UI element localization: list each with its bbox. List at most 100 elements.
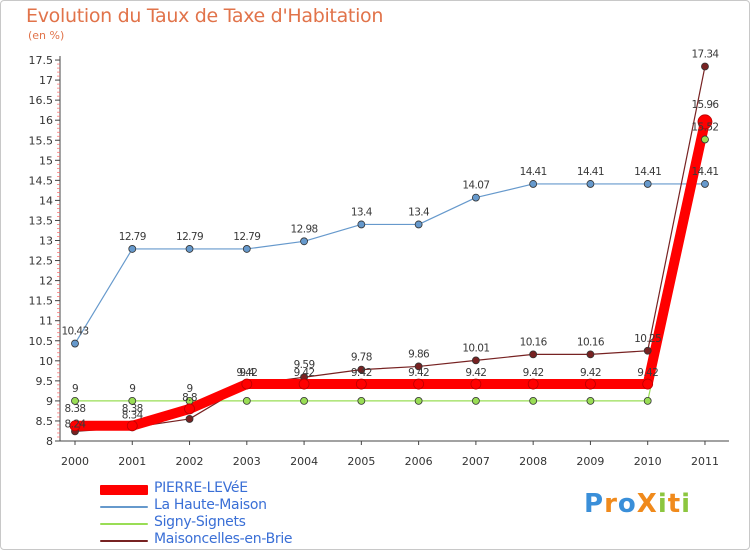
data-label-pierre-levee: 9.42 [408, 367, 429, 379]
data-label-pierre-levee: 9.42 [294, 367, 315, 379]
data-label-maisoncelles-en-brie: 10.16 [520, 336, 548, 348]
data-point-maisoncelles-en-brie [701, 62, 709, 71]
x-tick-label: 2000 [61, 455, 89, 468]
logo-letter: r [604, 489, 618, 519]
y-tick-label: 13 [39, 235, 53, 248]
x-tick-label: 2004 [290, 455, 318, 468]
y-tick-label: 15.5 [29, 134, 54, 147]
legend-label-pierre-levee: PIERRE-LEVéE [154, 480, 248, 496]
data-point-pierre-levee [241, 378, 253, 390]
logo-letter: o [617, 489, 637, 519]
data-label-maisoncelles-en-brie: 9.59 [294, 359, 315, 371]
x-tick-label: 2005 [347, 455, 375, 468]
data-label-signy-signets: 9 [186, 383, 192, 395]
y-tick-label: 15 [39, 154, 53, 167]
data-point-pierre-levee [527, 378, 539, 390]
x-tick-label: 2008 [519, 455, 547, 468]
x-tick-label: 2003 [233, 455, 261, 468]
data-point-pierre-levee [69, 420, 81, 432]
data-label-maisoncelles-en-brie: 10.16 [577, 336, 605, 348]
data-label-la-haute-maison: 14.41 [577, 166, 604, 178]
data-label-la-haute-maison: 13.4 [408, 206, 430, 218]
legend-swatch-signy-signets [100, 523, 148, 525]
data-point-signy-signets [529, 396, 538, 405]
data-point-maisoncelles-en-brie [414, 362, 423, 371]
data-point-pierre-levee [126, 420, 138, 432]
data-point-signy-signets [471, 396, 480, 405]
legend-swatch-maisoncelles-en-brie [100, 540, 148, 542]
y-tick-label: 16 [39, 114, 53, 127]
data-point-maisoncelles-en-brie [529, 350, 538, 359]
data-point-maisoncelles-en-brie [643, 346, 652, 355]
data-label-la-haute-maison: 14.41 [691, 166, 718, 178]
legend-label-la-haute-maison: La Haute-Maison [154, 497, 267, 513]
data-point-maisoncelles-en-brie [357, 365, 366, 374]
data-label-la-haute-maison: 14.41 [520, 166, 547, 178]
chart-subtitle: (en %) [28, 29, 65, 42]
data-point-signy-signets [128, 396, 137, 405]
data-label-maisoncelles-en-brie: 8.34 [122, 409, 144, 421]
data-label-maisoncelles-en-brie: 10.25 [634, 333, 661, 345]
logo-letter: i [681, 489, 692, 519]
data-point-signy-signets [414, 396, 423, 405]
data-point-la-haute-maison [185, 245, 194, 253]
data-point-la-haute-maison [71, 339, 79, 348]
data-label-pierre-levee: 8.38 [122, 403, 143, 415]
x-tick-label: 2006 [405, 455, 433, 468]
data-point-pierre-levee [413, 378, 425, 390]
x-tick-label: 2010 [634, 455, 662, 468]
data-label-la-haute-maison: 10.43 [61, 326, 88, 338]
data-point-signy-signets [357, 396, 366, 405]
data-label-maisoncelles-en-brie: 8.24 [65, 418, 87, 430]
data-point-la-haute-maison [357, 220, 366, 229]
y-tick-label: 14 [39, 194, 53, 207]
data-label-la-haute-maison: 12.79 [233, 231, 260, 243]
legend-label-maisoncelles-en-brie: Maisoncelles-en-Brie [154, 531, 293, 547]
y-tick-label: 12.5 [29, 255, 54, 268]
data-label-pierre-levee: 9.42 [351, 367, 372, 379]
data-label-pierre-levee: 9.42 [236, 367, 257, 379]
y-tick-label: 14.5 [29, 174, 54, 187]
data-label-signy-signets: 9 [72, 383, 78, 395]
data-point-la-haute-maison [300, 237, 308, 246]
data-point-pierre-levee [697, 114, 713, 130]
y-tick-label: 17 [39, 74, 53, 87]
data-point-la-haute-maison [414, 220, 423, 229]
chart-title: Evolution du Taux de Taxe d'Habitation [26, 5, 384, 27]
logo-letter: P [584, 489, 605, 519]
data-point-signy-signets [586, 396, 595, 405]
x-tick-label: 2007 [462, 455, 490, 468]
data-point-pierre-levee [298, 378, 310, 390]
data-label-maisoncelles-en-brie: 9.4 [239, 367, 255, 379]
series-line-la-haute-maison [74, 183, 706, 345]
data-point-pierre-levee [470, 378, 482, 390]
data-label-pierre-levee: 9.42 [523, 367, 544, 379]
data-point-la-haute-maison [242, 245, 251, 253]
data-label-maisoncelles-en-brie: 9.86 [408, 348, 430, 360]
data-label-pierre-levee: 8.38 [65, 403, 86, 415]
x-tick-label: 2011 [691, 455, 719, 468]
data-point-la-haute-maison [529, 180, 538, 188]
data-label-la-haute-maison: 12.98 [291, 223, 318, 235]
y-tick-label: 13.5 [29, 214, 54, 227]
data-point-pierre-levee [642, 378, 654, 390]
legend-label-signy-signets: Signy-Signets [154, 514, 246, 530]
y-tick-label: 9.5 [36, 375, 54, 388]
data-point-maisoncelles-en-brie [185, 415, 194, 423]
data-label-maisoncelles-en-brie: 10.01 [462, 342, 489, 354]
x-tick-label: 2009 [576, 455, 604, 468]
y-tick-label: 9 [46, 395, 53, 408]
x-tick-label: 2001 [118, 455, 146, 468]
data-label-pierre-levee: 8.8 [182, 392, 197, 404]
logo-letter: t [667, 489, 682, 519]
data-point-pierre-levee [184, 403, 195, 415]
data-label-pierre-levee: 15.96 [691, 99, 719, 111]
y-tick-label: 16.5 [29, 94, 54, 107]
data-label-la-haute-maison: 14.41 [634, 166, 661, 178]
series-line-maisoncelles-en-brie [74, 65, 706, 432]
data-label-maisoncelles-en-brie: 17.34 [691, 48, 719, 60]
data-point-signy-signets [643, 396, 652, 405]
data-point-signy-signets [71, 396, 79, 405]
